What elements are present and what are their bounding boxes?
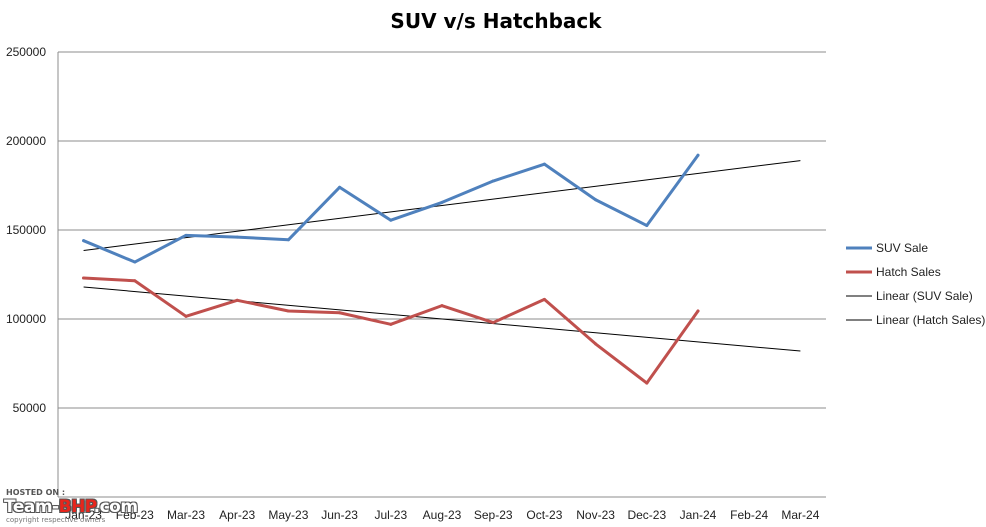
watermark-brand-suffix: .com xyxy=(93,497,138,517)
x-tick-label: Jan-23 xyxy=(65,508,102,522)
x-tick-label: Apr-23 xyxy=(219,508,255,522)
watermark-brand-main: Team- xyxy=(4,497,59,517)
x-tick-label: Mar-24 xyxy=(781,508,819,522)
legend: SUV Sale Hatch Sales Linear (SUV Sale) Line… xyxy=(846,241,985,327)
watermark-copyright: copyright respective owners xyxy=(6,516,106,524)
data-point xyxy=(235,298,239,302)
data-point xyxy=(696,309,700,313)
data-point xyxy=(133,279,137,283)
x-tick-label: Jan-24 xyxy=(680,508,717,522)
data-point xyxy=(82,239,86,243)
data-point xyxy=(696,153,700,157)
x-tick-label: Aug-23 xyxy=(423,508,462,522)
data-point xyxy=(389,322,393,326)
data-point xyxy=(82,276,86,280)
x-tick-label: May-23 xyxy=(268,508,308,522)
x-tick-label: Jun-23 xyxy=(321,508,358,522)
x-tick-label: Sep-23 xyxy=(474,508,513,522)
data-point xyxy=(184,233,188,237)
data-point xyxy=(338,185,342,189)
x-tick-label: Feb-24 xyxy=(730,508,768,522)
data-point xyxy=(338,311,342,315)
data-point xyxy=(184,314,188,318)
x-tick-label: Dec-23 xyxy=(627,508,666,522)
data-point xyxy=(286,238,290,242)
watermark-brand: Team-BHP.com xyxy=(4,497,138,517)
data-point xyxy=(389,218,393,222)
x-tick-label: Oct-23 xyxy=(526,508,562,522)
data-point xyxy=(440,304,444,308)
x-tick-label: Nov-23 xyxy=(576,508,615,522)
data-point xyxy=(542,297,546,301)
series-lines xyxy=(82,153,700,385)
y-tick-label: 200000 xyxy=(6,134,46,148)
y-tick-label: 250000 xyxy=(6,45,46,59)
data-point xyxy=(491,321,495,325)
y-tick-label: 150000 xyxy=(6,223,46,237)
data-point xyxy=(594,342,598,346)
x-tick-label: Feb-23 xyxy=(116,508,154,522)
data-point xyxy=(645,224,649,228)
grid xyxy=(58,51,826,409)
x-axis: Jan-23 Feb-23 Mar-23 Apr-23 May-23 Jun-23 Jul-… xyxy=(65,508,819,522)
y-tick-label: 100000 xyxy=(6,312,46,326)
data-point xyxy=(645,381,649,385)
trendline xyxy=(83,286,801,352)
watermark-brand-accent: BHP xyxy=(58,497,95,517)
data-point xyxy=(542,162,546,166)
legend-label: SUV Sale xyxy=(876,241,928,255)
y-tick-label: 50000 xyxy=(13,401,47,415)
x-tick-label: Jul-23 xyxy=(374,508,407,522)
chart-title: SUV v/s Hatchback xyxy=(390,9,602,33)
data-point xyxy=(286,309,290,313)
data-point xyxy=(594,198,598,202)
legend-label: Linear (Hatch Sales) xyxy=(876,313,985,327)
trendlines xyxy=(83,160,801,352)
x-tick-label: Mar-23 xyxy=(167,508,205,522)
watermark-hosted-text: HOSTED ON : xyxy=(6,488,66,497)
data-point xyxy=(133,260,137,264)
series-line xyxy=(82,276,700,385)
legend-label: Linear (SUV Sale) xyxy=(876,289,973,303)
data-point xyxy=(491,179,495,183)
data-point xyxy=(440,200,444,204)
series-line xyxy=(82,153,700,264)
legend-label: Hatch Sales xyxy=(876,265,941,279)
y-axis: 50000 100000 150000 200000 250000 xyxy=(6,45,826,498)
watermark-logo: HOSTED ON : Team-BHP.com copyright respe… xyxy=(4,486,194,526)
data-point xyxy=(235,235,239,239)
